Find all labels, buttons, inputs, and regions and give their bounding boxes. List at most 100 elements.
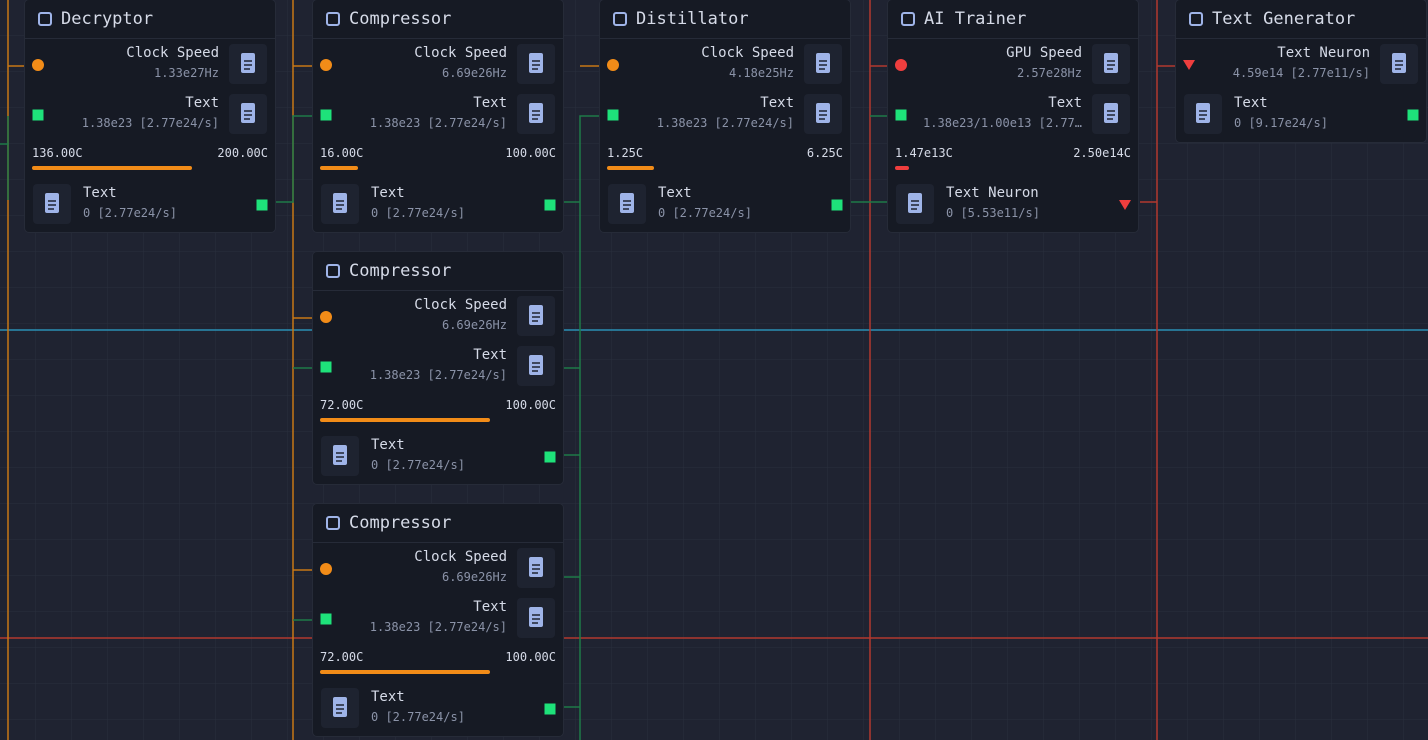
icon	[608, 184, 646, 224]
output-row: Text Neuron 0 [5.53e11/s]	[888, 180, 1138, 228]
icon-glyph	[1392, 53, 1406, 73]
icon-glyph	[45, 193, 59, 213]
input-value: 1.38e23 [2.77e24/s]	[656, 116, 794, 130]
icon-glyph	[529, 355, 543, 375]
port[interactable]	[319, 360, 333, 374]
node[interactable]: AI Trainer GPU Speed 2.57e28Hz Text 1.38e23/…	[888, 0, 1138, 232]
output-row: Text 0 [2.77e24/s]	[313, 180, 563, 228]
heat-bar: 16.00C 100.00C	[313, 146, 563, 176]
icon-glyph	[529, 103, 543, 123]
port[interactable]	[319, 310, 333, 324]
heat-bar: 72.00C 100.00C	[313, 398, 563, 428]
input-row: Text 1.38e23 [2.77e24/s]	[313, 342, 563, 390]
icon	[517, 44, 555, 84]
node[interactable]: Compressor Clock Speed 6.69e26Hz Text 1.38e2…	[313, 252, 563, 484]
bar-fill	[320, 166, 358, 170]
icon-glyph	[816, 103, 830, 123]
port[interactable]	[319, 58, 333, 72]
port[interactable]	[894, 58, 908, 72]
title-text: Compressor	[349, 261, 452, 281]
input-value: 4.59e14 [2.77e11/s]	[1232, 66, 1370, 80]
input-value: 1.33e27Hz	[153, 66, 219, 80]
node-title: Text Generator	[1176, 0, 1426, 39]
port[interactable]	[31, 108, 45, 122]
bar-high: 6.25C	[806, 146, 843, 160]
title-text: Distillator	[636, 9, 749, 29]
port[interactable]	[606, 58, 620, 72]
output-label: Text	[371, 689, 405, 705]
port[interactable]	[1406, 108, 1420, 122]
port[interactable]	[319, 612, 333, 626]
bar-high: 100.00C	[505, 650, 556, 664]
input-value: 1.38e23/1.00e13 [2.77…	[923, 116, 1082, 130]
port[interactable]	[894, 108, 908, 122]
input-label: Text	[473, 347, 507, 363]
icon-glyph	[816, 53, 830, 73]
icon	[896, 184, 934, 224]
node[interactable]: Compressor Clock Speed 6.69e26Hz Text 1.38e2…	[313, 504, 563, 736]
node-title: AI Trainer	[888, 0, 1138, 39]
icon	[1380, 44, 1418, 84]
input-row: Clock Speed 1.33e27Hz	[25, 40, 275, 88]
icon	[517, 548, 555, 588]
node[interactable]: Distillator Clock Speed 4.18e25Hz Text 1.38e…	[600, 0, 850, 232]
port[interactable]	[319, 562, 333, 576]
port[interactable]	[543, 450, 557, 464]
node-icon	[613, 12, 627, 26]
icon-glyph	[333, 193, 347, 213]
bar-high: 100.00C	[505, 146, 556, 160]
node[interactable]: Compressor Clock Speed 6.69e26Hz Text 1.38e2…	[313, 0, 563, 232]
icon-glyph	[241, 53, 255, 73]
icon-glyph	[620, 193, 634, 213]
output-value: 0 [2.77e24/s]	[371, 458, 465, 472]
icon-glyph	[908, 193, 922, 213]
input-label: GPU Speed	[1006, 45, 1082, 61]
port[interactable]	[830, 198, 844, 212]
bar-low: 136.00C	[32, 146, 83, 160]
input-label: Text	[185, 95, 219, 111]
input-row: Text 1.38e23 [2.77e24/s]	[25, 90, 275, 138]
input-row: Text 1.38e23 [2.77e24/s]	[313, 90, 563, 138]
output-value: 0 [9.17e24/s]	[1234, 116, 1328, 130]
port[interactable]	[1118, 198, 1132, 212]
icon	[321, 184, 359, 224]
input-value: 2.57e28Hz	[1016, 66, 1082, 80]
input-row: Text Neuron 4.59e14 [2.77e11/s]	[1176, 40, 1426, 88]
bar-low: 72.00C	[320, 650, 364, 664]
input-value: 6.69e26Hz	[441, 66, 507, 80]
heat-bar: 136.00C 200.00C	[25, 146, 275, 176]
output-value: 0 [2.77e24/s]	[658, 206, 752, 220]
icon	[321, 688, 359, 728]
node-icon	[326, 516, 340, 530]
node-icon	[38, 12, 52, 26]
icon	[804, 44, 842, 84]
node[interactable]: Decryptor Clock Speed 1.33e27Hz Text 1.38e23…	[25, 0, 275, 232]
port[interactable]	[31, 58, 45, 72]
icon	[321, 436, 359, 476]
output-row: Text 0 [9.17e24/s]	[1176, 90, 1426, 138]
node-title: Distillator	[600, 0, 850, 39]
icon-glyph	[333, 697, 347, 717]
node-icon	[901, 12, 915, 26]
icon	[804, 94, 842, 134]
port[interactable]	[1182, 58, 1196, 72]
icon-glyph	[529, 305, 543, 325]
port[interactable]	[255, 198, 269, 212]
port[interactable]	[319, 108, 333, 122]
input-value: 1.38e23 [2.77e24/s]	[369, 620, 507, 634]
port[interactable]	[606, 108, 620, 122]
output-value: 0 [2.77e24/s]	[83, 206, 177, 220]
icon-glyph	[529, 53, 543, 73]
input-label: Clock Speed	[126, 45, 219, 61]
node[interactable]: Text Generator Text Neuron 4.59e14 [2.77e1…	[1176, 0, 1426, 142]
input-row: Text 1.38e23 [2.77e24/s]	[313, 594, 563, 642]
icon	[1092, 44, 1130, 84]
title-text: Text Generator	[1212, 9, 1356, 29]
port[interactable]	[543, 702, 557, 716]
input-label: Clock Speed	[414, 549, 507, 565]
port[interactable]	[543, 198, 557, 212]
input-label: Clock Speed	[701, 45, 794, 61]
node-icon	[326, 264, 340, 278]
